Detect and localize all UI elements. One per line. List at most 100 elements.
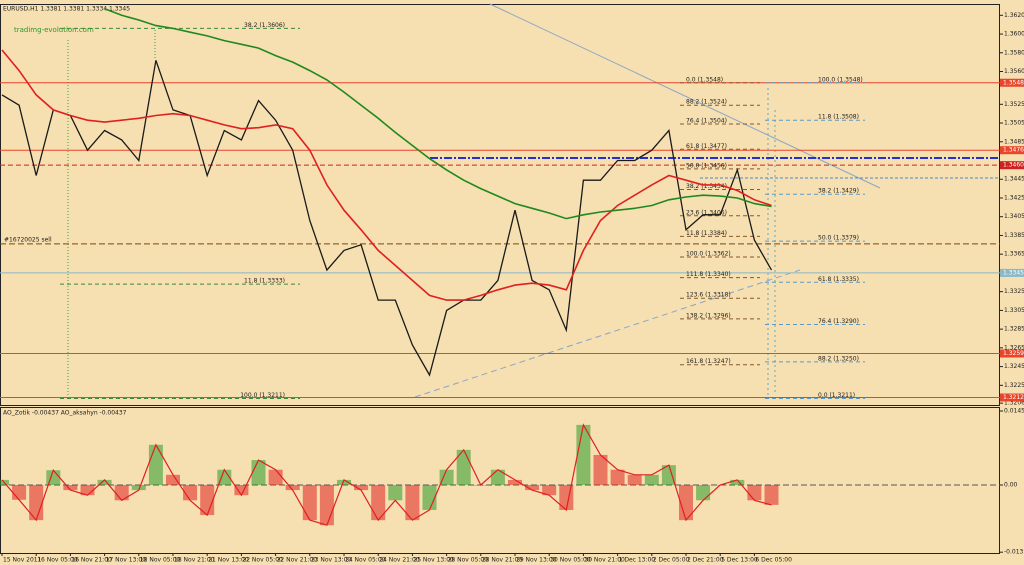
bar bbox=[131, 485, 146, 491]
price-frame bbox=[0, 4, 1000, 406]
bar bbox=[525, 485, 540, 491]
level-label: 1.3259 bbox=[1003, 350, 1024, 357]
bar bbox=[730, 479, 745, 486]
bar bbox=[234, 485, 249, 496]
y-tick-label: 1.3385 bbox=[1004, 232, 1024, 239]
bar bbox=[696, 485, 711, 501]
bar bbox=[627, 474, 642, 486]
y-tick-label: 1.3485 bbox=[1004, 138, 1024, 145]
x-tick-label: 18 Nov 05:00 bbox=[140, 557, 181, 564]
y-tick-label: 1.3365 bbox=[1004, 251, 1024, 258]
x-tick-label: 2 Dec 21:00 bbox=[687, 557, 724, 564]
x-tick-label: 1 Dec 13:00 bbox=[619, 557, 656, 564]
x-tick-label: 25 Nov 13:00 bbox=[413, 557, 454, 564]
series-line bbox=[1, 60, 773, 377]
oscillator-line bbox=[1, 423, 772, 526]
y-tick-label: 1.3445 bbox=[1004, 176, 1024, 183]
level-label: 1.3345 bbox=[1003, 269, 1024, 276]
x-tick-label: 18 Nov 21:00 bbox=[174, 557, 215, 564]
bar bbox=[302, 485, 317, 521]
series-line bbox=[1, 49, 772, 301]
oscillator-title: AO_Zotik -0.00437 AO_aksahyn -0.00437 bbox=[3, 410, 127, 417]
x-tick-label: 29 Nov 13:00 bbox=[516, 557, 557, 564]
fib-label: 76.4 (1.3504) bbox=[686, 117, 727, 124]
fib-label: 76.4 (1.3290) bbox=[818, 318, 859, 325]
y-tick-label: 1.3600 bbox=[1004, 31, 1024, 38]
y-tick-label: 0.00 bbox=[1004, 482, 1018, 489]
fib-label: 11.8 (1.3333) bbox=[244, 278, 285, 285]
bar bbox=[405, 485, 420, 521]
fib-label: 23.6 (1.3406) bbox=[686, 209, 727, 216]
bar bbox=[80, 485, 95, 496]
bar bbox=[542, 485, 557, 496]
x-tick-label: 30 Nov 05:00 bbox=[550, 557, 591, 564]
bar bbox=[593, 454, 608, 486]
bar bbox=[439, 469, 454, 486]
x-tick-label: 21 Nov 13:00 bbox=[208, 557, 249, 564]
level-label: 1.3460 bbox=[1003, 162, 1024, 169]
bar bbox=[679, 485, 693, 521]
level-tag bbox=[1000, 393, 1024, 402]
x-tick-label: 30 Nov 21:00 bbox=[584, 557, 625, 564]
level-tag bbox=[1000, 349, 1024, 358]
x-tick-label: 5 Dec 13:00 bbox=[721, 557, 758, 564]
bar bbox=[508, 479, 522, 486]
x-tick-label: 17 Nov 13:00 bbox=[106, 557, 147, 564]
chart-title: EURUSD,H1 1.3381 1.3381 1.3334 1.3345 bbox=[3, 6, 130, 13]
y-tick-label: 1.3560 bbox=[1004, 68, 1024, 75]
level-tag bbox=[1000, 146, 1024, 155]
bar bbox=[354, 485, 369, 491]
y-tick-label: 1.3405 bbox=[1004, 213, 1024, 220]
y-tick-label: 0.01453 bbox=[1004, 408, 1024, 415]
bar bbox=[371, 485, 386, 521]
y-tick-label: 1.3505 bbox=[1004, 120, 1024, 127]
y-tick-label: 1.3580 bbox=[1004, 49, 1024, 56]
fib-label: 50.0 (1.3456) bbox=[686, 162, 727, 169]
y-tick-label: 1.3305 bbox=[1004, 307, 1024, 314]
watermark: tradimg-evolution.com bbox=[14, 26, 94, 34]
bar bbox=[217, 469, 232, 486]
fib-label: 38.2 (1.3429) bbox=[818, 188, 859, 195]
bar bbox=[166, 474, 180, 486]
bar bbox=[764, 485, 779, 505]
trend-line bbox=[414, 269, 801, 398]
x-tick-label: 24 Nov 05:00 bbox=[345, 557, 386, 564]
fib-label: 100.0 (1.3211) bbox=[240, 392, 285, 399]
y-tick-label: 1.3225 bbox=[1004, 382, 1024, 389]
fib-label: 0.0 (1.3548) bbox=[686, 76, 723, 83]
y-tick-label: -0.01319 bbox=[1004, 549, 1024, 556]
x-tick-label: 6 Dec 05:00 bbox=[755, 557, 792, 564]
bar bbox=[337, 479, 351, 486]
y-tick-label: 1.3285 bbox=[1004, 326, 1024, 333]
level-label: 1.3212 bbox=[1003, 394, 1024, 401]
fib-label: 100.0 (1.3548) bbox=[818, 76, 863, 83]
bar bbox=[97, 479, 112, 486]
x-tick-label: 16 Nov 05:00 bbox=[37, 557, 78, 564]
level-label: 1.3548 bbox=[1003, 79, 1024, 86]
level-tag bbox=[1000, 78, 1024, 87]
bar bbox=[268, 469, 283, 486]
fib-label: 100.0 (1.3362) bbox=[686, 250, 731, 257]
x-tick-label: 22 Nov 05:00 bbox=[242, 557, 283, 564]
bar bbox=[319, 485, 334, 526]
y-tick-label: 1.3325 bbox=[1004, 288, 1024, 295]
x-tick-label: 2 Dec 05:00 bbox=[653, 557, 690, 564]
bar bbox=[285, 485, 300, 491]
fib-label: 123.6 (1.3318) bbox=[686, 292, 731, 299]
bar bbox=[610, 469, 625, 486]
bar bbox=[148, 444, 163, 486]
fib-label: 138.2 (1.3296) bbox=[686, 312, 731, 319]
bar bbox=[12, 485, 27, 500]
fib-label: 38.2 (1.3606) bbox=[244, 22, 285, 29]
y-tick-label: 1.3525 bbox=[1004, 101, 1024, 108]
series-line bbox=[104, 7, 772, 220]
fib-label: 88.2 (1.3524) bbox=[686, 99, 727, 106]
y-tick-label: 1.3245 bbox=[1004, 363, 1024, 370]
fib-label: 61.8 (1.3477) bbox=[686, 143, 727, 150]
bar bbox=[251, 460, 266, 486]
bar bbox=[456, 449, 471, 486]
x-tick-label: 28 Nov 05:00 bbox=[448, 557, 489, 564]
fib-label: 88.2 (1.3250) bbox=[818, 355, 859, 362]
level-tag bbox=[1000, 268, 1024, 277]
